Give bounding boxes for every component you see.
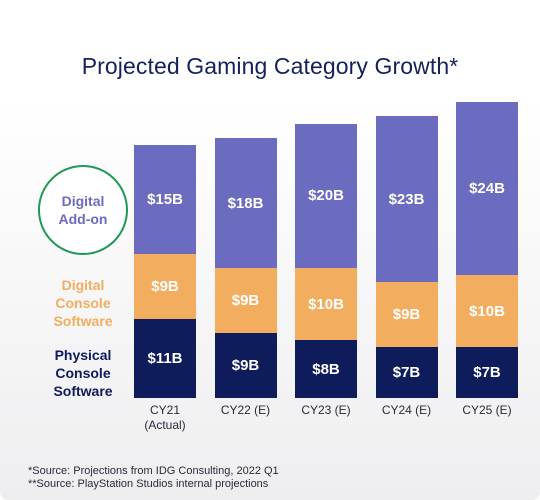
data-label: $8B	[312, 360, 340, 378]
legend-line: Add-on	[58, 211, 108, 227]
legend-line: Software	[53, 313, 113, 329]
data-label: $9B	[231, 357, 260, 374]
bar-segment-physical-console-software: $7B	[375, 347, 438, 398]
chart-title: Projected Gaming Category Growth*	[81, 53, 459, 79]
data-label: $9B	[392, 306, 421, 324]
data-label: $7B	[473, 364, 501, 382]
x-tick-label: CY22 (E)	[206, 403, 286, 418]
x-tick-category: CY24 (E)	[381, 403, 432, 417]
bar-segment-digital-add-on: $23B	[375, 116, 438, 283]
x-tick-sublabel: (Actual)	[144, 418, 186, 432]
bar-segment-digital-console-software: $10B	[295, 268, 357, 341]
data-label: $10B	[308, 295, 344, 313]
bar-segment-digital-console-software: $9B	[134, 253, 196, 319]
bar-segment-digital-add-on: $15B	[134, 145, 196, 254]
x-tick-label: CY21 (Actual)	[125, 403, 205, 433]
x-tick-category: CY23 (E)	[301, 403, 351, 417]
bar-segment-digital-add-on: $18B	[214, 138, 277, 269]
data-label: $23B	[388, 190, 425, 208]
data-label: $20B	[308, 187, 344, 205]
x-tick-category: CY25 (E)	[462, 403, 512, 417]
data-label: $24B	[469, 180, 505, 198]
legend-item-digital-console-software: Digital Console Software	[18, 276, 148, 330]
legend-circle-digital-addon: Digital Add-on	[38, 165, 128, 255]
x-tick-label: CY24 (E)	[367, 403, 447, 418]
footnote-source-idg: *Source: Projections from IDG Consulting…	[28, 465, 279, 477]
legend-line: Software	[53, 383, 113, 399]
data-label: $7B	[392, 364, 421, 382]
x-tick-label: CY23 (E)	[286, 403, 366, 418]
bar-segment-digital-add-on: $24B	[456, 101, 518, 276]
x-tick-category: CY21	[149, 403, 181, 417]
data-label: $15B	[147, 190, 183, 208]
bar-segment-physical-console-software: $9B	[214, 333, 277, 398]
data-label: $11B	[147, 349, 183, 367]
legend-item-physical-console-software: Physical Console Software	[18, 346, 148, 400]
data-label: $9B	[231, 292, 260, 310]
data-label: $10B	[469, 302, 505, 320]
legend-line: Console	[55, 365, 111, 381]
legend-line: Digital	[61, 193, 105, 209]
bar-segment-physical-console-software: $11B	[134, 318, 196, 398]
data-label: $9B	[151, 277, 179, 295]
legend-line: Console	[55, 295, 111, 311]
x-tick-category: CY22 (E)	[220, 403, 271, 417]
legend-line: Physical	[54, 347, 112, 363]
data-label: $18B	[227, 194, 264, 212]
bar-segment-digital-console-software: $9B	[214, 268, 277, 333]
bar-segment-digital-add-on: $20B	[295, 123, 357, 269]
x-tick-label: CY25 (E)	[447, 403, 527, 418]
legend-line: Digital	[61, 277, 105, 293]
bar-segment-physical-console-software: $8B	[295, 340, 357, 398]
bar-segment-digital-console-software: $10B	[456, 275, 518, 348]
legend-item-digital-addon: Digital Add-on	[59, 192, 108, 228]
bar-segment-digital-console-software: $9B	[375, 282, 438, 348]
footnote-source-playstation: **Source: PlayStation Studios internal p…	[28, 478, 269, 490]
bar-segment-physical-console-software: $7B	[456, 347, 518, 398]
